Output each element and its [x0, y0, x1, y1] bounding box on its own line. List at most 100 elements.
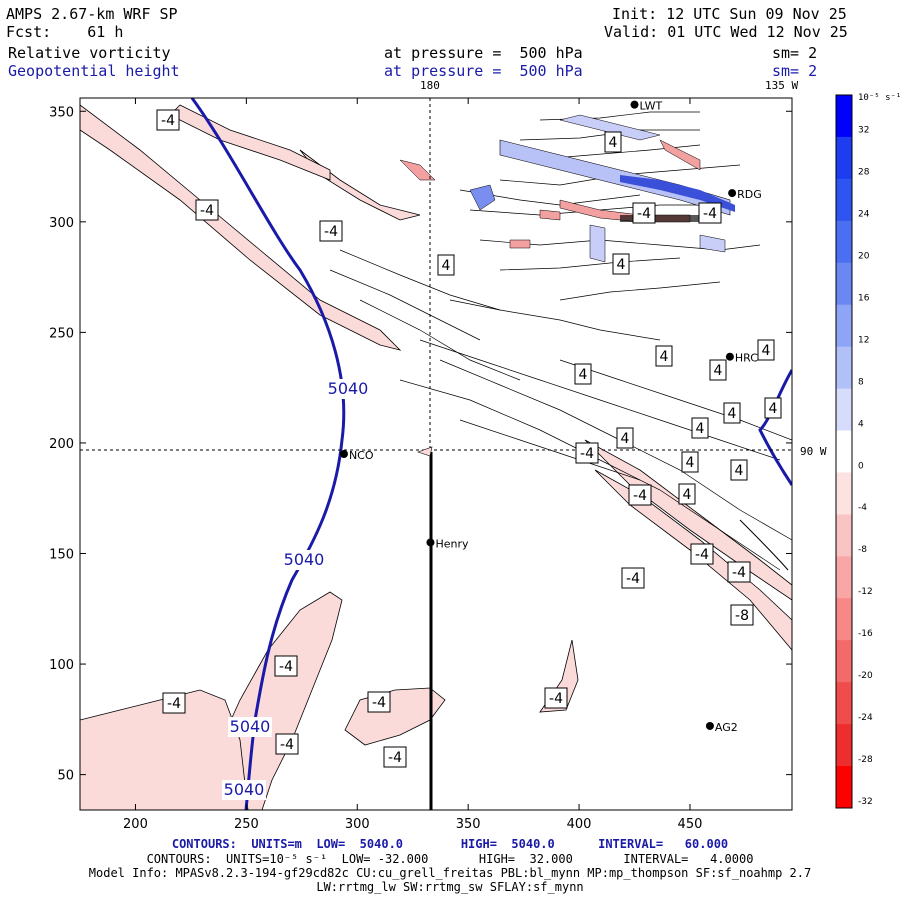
colorbar-frame [835, 94, 853, 809]
station-label: NCO [349, 449, 374, 462]
colorbar-swatch [836, 262, 852, 306]
forecast-hour: Fcst: 61 h [6, 23, 124, 41]
x-tick-label: 300 [345, 817, 370, 832]
colorbar-swatch [836, 346, 852, 390]
vorticity-contour-label: 4 [442, 258, 451, 274]
field2-name: Geopotential height [8, 62, 180, 80]
valid-time: Valid: 01 UTC Wed 12 Nov 25 [604, 23, 848, 41]
colorbar-swatch [836, 178, 852, 222]
height-label-bg [282, 550, 326, 570]
vorticity-label-box [628, 484, 652, 506]
colorbar-label: 0 [858, 461, 864, 471]
colorbar-label: 16 [858, 294, 870, 304]
x-tick-label: 200 [123, 817, 148, 832]
vorticity-contour-label: -4 [324, 224, 338, 240]
field2-smoothing: sm= 2 [772, 62, 818, 80]
y-tick-label: 150 [49, 548, 74, 563]
field1-level: at pressure = 500 hPa [384, 44, 583, 62]
vorticity-label-box [730, 604, 754, 626]
vorticity-label-box [727, 561, 751, 583]
station-marker [705, 721, 714, 730]
footer-vorticity-contours: CONTOURS: UNITS=10⁻⁵ s⁻¹ LOW= -32.000 HI… [146, 852, 754, 866]
height-label-bg [326, 379, 370, 399]
y-tick-label: 300 [49, 216, 74, 231]
vorticity-cluster-shading [399, 114, 735, 263]
vorticity-contour-label: 4 [621, 431, 630, 447]
x-axis: 200 250 300 350 400 450 [123, 98, 702, 832]
vorticity-contour-label: -8 [735, 608, 749, 624]
vorticity-label-box [616, 427, 634, 449]
vorticity-contour-label: 4 [735, 463, 744, 479]
colorbar-swatch [836, 430, 852, 473]
vorticity-label-box [698, 202, 722, 224]
height-contour-labels: 5040 5040 5040 5040 [222, 379, 370, 800]
colorbar-swatch [836, 388, 852, 432]
colorbar-label: 32 [858, 126, 869, 136]
station-marker [630, 100, 639, 109]
vorticity-label-box [690, 543, 714, 565]
lon-label-135w: 135 W [765, 79, 799, 92]
map-fields [80, 98, 792, 810]
lon-label-180: 180 [420, 79, 440, 92]
field1-name: Relative vorticity [8, 44, 171, 62]
colorbar-label: -32 [858, 797, 873, 807]
vorticity-contour-label: -4 [279, 659, 293, 675]
footer-model-info: Model Info: MPASv8.2.3-194-gf29cd82c CU:… [88, 866, 812, 880]
vorticity-label-box [709, 359, 727, 381]
height-label-bg [222, 780, 266, 800]
plot-frame [79, 97, 793, 811]
vorticity-contour-label: -4 [626, 571, 640, 587]
colorbar-label: 24 [858, 210, 870, 220]
colorbar-unit: 10⁻⁵ s⁻¹ [858, 93, 900, 103]
colorbar: 32 28 24 20 16 12 8 4 0 -4 -8 -12 -16 -20 -24 -28 -32 [835, 94, 873, 809]
colorbar-swatch [836, 95, 852, 138]
negative-vorticity-shading [80, 104, 792, 810]
x-tick-label: 400 [567, 817, 592, 832]
height-contour-label: 5040 [224, 780, 265, 799]
x-tick-label: 350 [456, 817, 481, 832]
vorticity-contour-label: -4 [372, 695, 386, 711]
vorticity-contour-label: 4 [769, 401, 778, 417]
colorbar-label: 28 [858, 168, 870, 178]
stations: NCO Henry RDG HRC AG2 LWT [339, 100, 762, 734]
colorbar-swatch [836, 556, 852, 599]
vorticity-label-box [575, 442, 599, 464]
vorticity-label-box [544, 687, 568, 709]
vorticity-contour-label: -4 [167, 696, 181, 712]
vorticity-contour-label: 4 [617, 257, 626, 273]
height-contour-label: 5040 [284, 550, 325, 569]
vorticity-label-box [678, 483, 696, 505]
colorbar-label: -8 [858, 545, 867, 555]
vorticity-contour-label: 4 [683, 487, 692, 503]
vorticity-label-box [632, 202, 656, 224]
vorticity-label-box [723, 402, 741, 424]
init-time: Init: 12 UTC Sun 09 Nov 25 [612, 5, 847, 23]
colorbar-swatch [836, 472, 852, 515]
model-title: AMPS 2.67-km WRF SP [6, 5, 178, 23]
height-contour-5040-east [758, 369, 792, 486]
vorticity-contour-label: 4 [660, 349, 669, 365]
colorbar-label: -12 [858, 587, 873, 597]
vorticity-label-box [604, 131, 622, 153]
vorticity-contour-label: 4 [762, 343, 771, 359]
colorbar-swatch [836, 640, 852, 683]
colorbar-label: -28 [858, 755, 873, 765]
vorticity-label-box [730, 459, 748, 481]
vorticity-label-box [162, 692, 186, 714]
vorticity-label-box [764, 397, 782, 419]
vorticity-label-box [574, 363, 592, 385]
y-tick-label: 350 [49, 105, 74, 120]
vorticity-contour-label: -4 [732, 565, 746, 581]
field2-level: at pressure = 500 hPa [384, 62, 583, 80]
colorbar-label: 4 [858, 419, 864, 429]
y-axis: 50 100 150 200 250 300 350 [49, 105, 792, 784]
station-label: AG2 [715, 721, 738, 734]
vorticity-label-box [681, 451, 699, 473]
colorbar-label: -24 [858, 713, 873, 723]
colorbar-label: -16 [858, 629, 873, 639]
y-tick-label: 100 [49, 658, 74, 673]
vorticity-clusters [329, 111, 792, 571]
vorticity-label-box [691, 417, 709, 439]
colorbar-swatch [836, 304, 852, 348]
y-tick-label: 200 [49, 437, 74, 452]
